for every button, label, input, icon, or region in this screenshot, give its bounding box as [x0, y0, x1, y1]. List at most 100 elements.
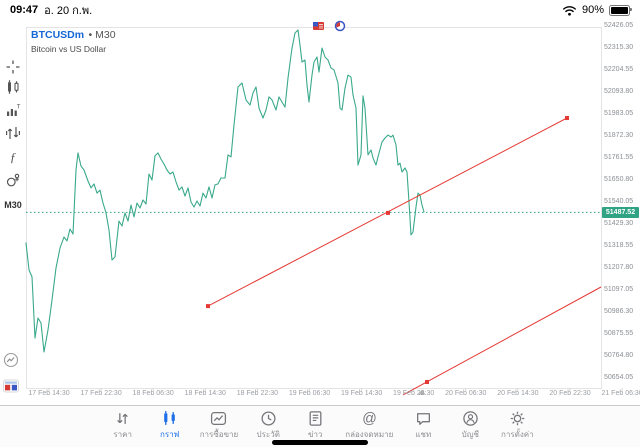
chart-icon — [164, 411, 176, 425]
tab-label: กล่องจดหมาย — [345, 430, 394, 439]
wifi-icon — [563, 5, 576, 16]
quotes-icon — [117, 413, 129, 424]
symbol-description: Bitcoin vs US Dollar — [31, 44, 107, 54]
history-icon — [260, 410, 277, 427]
price-axis-label: 51761.55 — [604, 154, 634, 161]
symbol-name: BTCUSDm — [31, 29, 85, 41]
quotes-icon — [114, 410, 131, 427]
time-axis-label: 17 Feb 14:30 — [28, 390, 70, 397]
status-bar: 09:47 อ. 20 ก.พ. 90% — [0, 0, 640, 20]
toolbar-timeframe[interactable]: M30 — [0, 196, 26, 214]
time-axis-label: 18 Feb 22:30 — [236, 390, 279, 397]
price-axis-label: 50654.05 — [604, 374, 634, 381]
settings-icon — [510, 411, 525, 426]
toolbar-trade-levels[interactable] — [0, 124, 26, 142]
news-clock-icon[interactable] — [334, 20, 346, 32]
settings-icon — [509, 410, 526, 427]
mailbox-icon: @ — [361, 410, 378, 427]
price-axis-label: 51540.05 — [604, 198, 634, 205]
price-axis-label: 50875.55 — [604, 330, 634, 337]
time-axis-label: 19 Feb 14:30 — [340, 390, 383, 397]
time-axis-label: 20 Feb 22:30 — [549, 390, 591, 397]
tab-label: การซื้อขาย — [199, 430, 239, 439]
price-axis-label: 51872.30 — [604, 132, 634, 139]
status-date: อ. 20 ก.พ. — [44, 5, 93, 17]
calendar-flag-icon[interactable] — [3, 379, 19, 393]
chat-icon — [415, 410, 432, 427]
price-axis-label: 51429.30 — [604, 220, 634, 227]
tab-news[interactable]: ข่าว — [298, 410, 332, 447]
battery-icon — [609, 4, 632, 16]
indicators-icon: T — [7, 104, 21, 116]
home-indicator[interactable] — [272, 440, 368, 445]
toolbar-chart-type[interactable] — [0, 78, 26, 96]
price-axis-label: 50986.30 — [604, 308, 634, 315]
time-axis-label: 21 Feb 06:30 — [601, 390, 640, 397]
axis-marker-triangle — [418, 389, 426, 395]
price-axis-label: 51318.55 — [604, 242, 634, 249]
time-axis-label: 17 Feb 22:30 — [80, 390, 122, 397]
toolbar-timeframe-label: M30 — [4, 200, 22, 210]
svg-text:ƒ: ƒ — [10, 150, 17, 165]
function-icon: ƒ — [10, 150, 17, 165]
toolbar-crosshair[interactable] — [0, 58, 26, 76]
battery-percent: 90% — [581, 4, 604, 16]
updown-arrows-icon — [6, 127, 20, 139]
tab-settings[interactable]: การตั้งค่า — [500, 410, 534, 447]
plot-border — [26, 27, 602, 389]
trade-icon — [210, 410, 227, 427]
trendline-1[interactable] — [206, 116, 569, 309]
chart-preview-icon[interactable] — [3, 352, 19, 368]
tab-trade[interactable]: การซื้อขาย — [199, 410, 239, 447]
time-axis-label: 18 Feb 14:30 — [184, 390, 226, 397]
time-axis-label: 20 Feb 06:30 — [445, 390, 487, 397]
toolbar-functions[interactable]: ƒ — [0, 148, 26, 166]
trendline-handle[interactable] — [425, 380, 429, 384]
crosshair-icon — [6, 60, 20, 74]
news-flag-icon[interactable] — [313, 22, 324, 30]
tab-chart[interactable]: กราฟ — [153, 410, 187, 447]
trendline-handle[interactable] — [565, 116, 569, 120]
tab-chat[interactable]: แชท — [406, 410, 440, 447]
tab-label: ข่าว — [307, 430, 323, 439]
price-axis-label: 51207.80 — [604, 264, 634, 271]
mailbox-icon: @ — [362, 411, 377, 427]
candlesticks-icon — [8, 80, 19, 94]
price-axis-label: 50764.80 — [604, 352, 634, 359]
trendline-handle[interactable] — [206, 304, 210, 309]
svg-text:T: T — [17, 104, 21, 110]
tab-mailbox[interactable]: @ กล่องจดหมาย — [345, 410, 393, 447]
trendline-2[interactable] — [402, 286, 602, 396]
tab-label: กราฟ — [160, 430, 180, 439]
price-line — [25, 29, 425, 353]
tab-label: แชท — [415, 430, 432, 439]
time-axis-label: 18 Feb 06:30 — [132, 390, 174, 397]
accounts-icon — [463, 411, 478, 426]
toolbar-objects[interactable] — [0, 171, 26, 189]
time-axis-label: 19 Feb 06:30 — [288, 390, 331, 397]
tab-quotes[interactable]: ราคา — [106, 410, 140, 447]
tab-accounts[interactable]: บัญชี — [453, 410, 487, 447]
trendline-handle[interactable] — [386, 210, 390, 215]
current-price-tag: 51487.52 — [602, 207, 639, 218]
toolbar-indicators[interactable]: T — [0, 101, 26, 119]
tab-label: การตั้งค่า — [501, 430, 534, 439]
accounts-icon — [462, 410, 479, 427]
price-axis-label: 52093.80 — [604, 88, 634, 95]
time-axis-label: 19 Feb 22:30 — [393, 390, 435, 397]
price-axis-label: 52315.30 — [604, 44, 634, 51]
svg-text:@: @ — [362, 411, 377, 427]
price-axis-label: 51983.05 — [604, 110, 634, 117]
status-time: 09:47 — [10, 4, 39, 16]
history-icon — [261, 411, 276, 426]
tab-history[interactable]: ประวัติ — [251, 410, 285, 447]
time-axis-label: 20 Feb 14:30 — [497, 390, 539, 397]
news-icon — [309, 411, 322, 426]
chart-icon — [161, 410, 178, 427]
price-axis-label: 51650.80 — [604, 176, 634, 183]
price-axis-label: 52204.55 — [604, 66, 634, 73]
chat-icon — [416, 413, 430, 425]
